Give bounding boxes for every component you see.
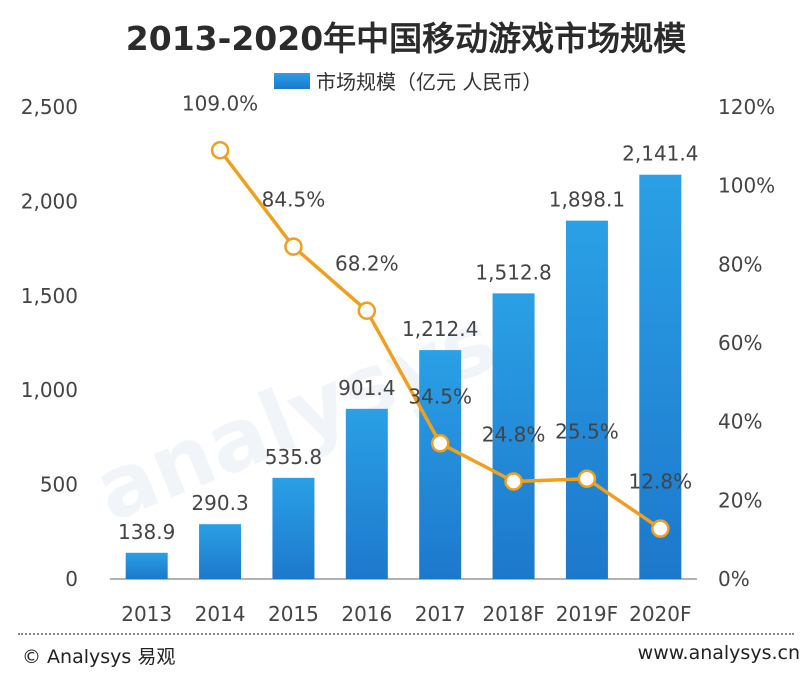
- bar: [639, 174, 682, 579]
- x-tick-label: 2018F: [482, 602, 544, 626]
- legend-label: 市场规模（亿元 人民币）: [316, 70, 542, 94]
- x-tick-label: 2013: [121, 602, 172, 626]
- x-axis: 2013 2014 2015 2016 2017 2018F 2019F 2020F: [121, 602, 691, 626]
- growth-value-label: 68.2%: [335, 252, 399, 276]
- growth-value-label: 24.8%: [482, 422, 546, 446]
- bar: [125, 552, 168, 579]
- bar: [272, 477, 315, 579]
- footer-copyright: © Analysys 易观: [22, 646, 176, 668]
- bar-value-label: 2,141.4: [622, 142, 698, 166]
- chart-title: 2013-2020年中国移动游戏市场规模: [126, 19, 687, 58]
- bar: [492, 293, 535, 579]
- y-axis-left: 0 500 1,000 1,500 2,000 2,500: [21, 95, 78, 591]
- y-left-tick-label: 500: [40, 473, 78, 497]
- y-right-tick-label: 120%: [718, 95, 775, 119]
- growth-value-label: 12.8%: [629, 470, 693, 494]
- y-left-tick-label: 2,000: [21, 189, 78, 213]
- y-right-tick-label: 40%: [718, 410, 762, 434]
- growth-value-label: 25.5%: [555, 420, 619, 444]
- bar: [199, 524, 242, 579]
- y-right-tick-label: 20%: [718, 488, 762, 512]
- growth-point: [284, 237, 303, 256]
- x-tick-label: 2017: [415, 602, 466, 626]
- bar: [419, 350, 462, 579]
- bar-series: [125, 174, 682, 579]
- bar-value-label: 1,898.1: [549, 188, 625, 212]
- footer-divider: [18, 633, 794, 635]
- y-left-tick-label: 1,500: [21, 284, 78, 308]
- bar-value-label: 290.3: [191, 491, 248, 515]
- growth-point: [504, 472, 523, 491]
- y-right-tick-label: 100%: [718, 174, 775, 198]
- growth-line-series: [210, 141, 670, 538]
- x-tick-label: 2015: [268, 602, 319, 626]
- y-left-tick-label: 2,500: [21, 95, 78, 119]
- y-right-tick-label: 60%: [718, 331, 762, 355]
- y-left-tick-label: 0: [65, 567, 78, 591]
- bar: [565, 220, 608, 579]
- bar: [345, 408, 388, 579]
- x-tick-label: 2014: [195, 602, 246, 626]
- growth-value-label: 84.5%: [262, 188, 326, 212]
- footer-url[interactable]: www.analysys.cn: [637, 642, 800, 664]
- bar-value-label: 1,512.8: [475, 260, 551, 284]
- bar-value-label: 138.9: [118, 520, 175, 544]
- y-right-tick-label: 0%: [718, 567, 750, 591]
- growth-point: [210, 141, 230, 160]
- bar-labels: 138.9 290.3 535.8 901.4 1,212.4 1,512.8 1,898.…: [118, 142, 698, 544]
- x-tick-label: 2016: [341, 602, 392, 626]
- growth-point: [577, 469, 597, 488]
- bar-value-label: 1,212.4: [402, 317, 478, 341]
- growth-value-label: 34.5%: [408, 384, 472, 408]
- x-tick-label: 2019F: [556, 602, 618, 626]
- x-tick-label: 2020F: [629, 602, 691, 626]
- y-right-tick-label: 80%: [718, 252, 762, 276]
- legend-swatch: [274, 73, 310, 89]
- growth-point: [430, 434, 450, 453]
- growth-point: [357, 301, 377, 320]
- bar-value-label: 535.8: [265, 445, 322, 469]
- growth-labels: 109.0% 84.5% 68.2% 34.5% 24.8% 25.5% 12.8%: [182, 91, 692, 493]
- y-left-tick-label: 1,000: [21, 378, 78, 402]
- growth-point: [651, 519, 670, 538]
- legend: 市场规模（亿元 人民币）: [274, 70, 542, 94]
- y-axis-right: 0% 20% 40% 60% 80% 100% 120%: [718, 95, 775, 591]
- bar-value-label: 901.4: [338, 376, 395, 400]
- growth-value-label: 109.0%: [182, 91, 258, 115]
- market-size-chart: analysys 2013-2020年中国移动游戏市场规模 市场规模（亿元 人民…: [21, 19, 775, 626]
